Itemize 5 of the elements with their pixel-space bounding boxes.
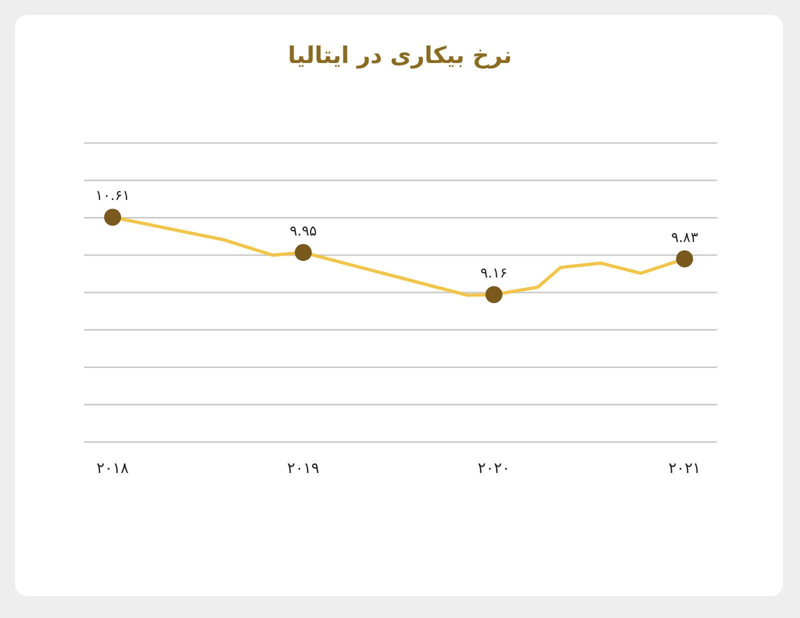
x-tick-label: ۲۰۱۸ [96,459,129,477]
x-tick-label: ۲۰۲۱ [668,459,701,477]
x-tick-label: ۲۰۲۰ [478,459,510,477]
x-tick-label: ۲۰۱۹ [287,459,320,477]
title: نرخ بیکاری در ایتالیا [288,43,512,69]
